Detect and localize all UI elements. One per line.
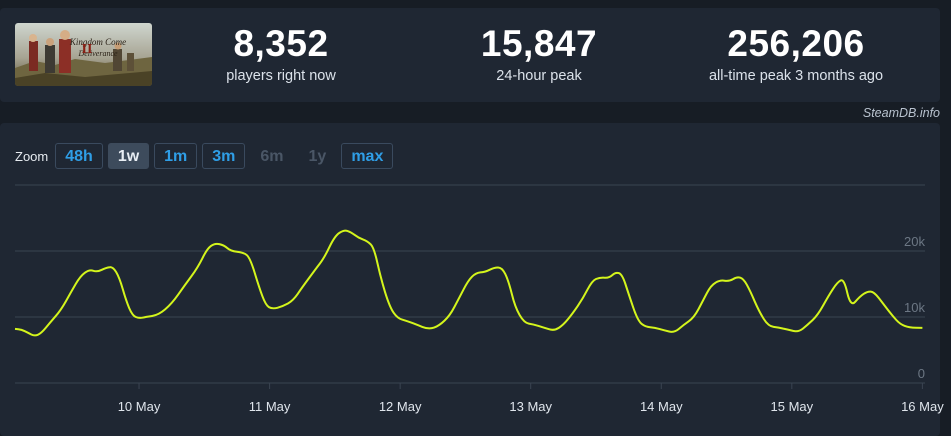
zoom-48h-button[interactable]: 48h	[55, 143, 103, 169]
x-tick-label: 16 May	[901, 399, 944, 414]
zoom-max-button[interactable]: max	[341, 143, 394, 169]
zoom-controls: Zoom 48h 1w 1m 3m 6m 1y max	[15, 143, 398, 169]
series-line-players	[14, 229, 923, 337]
logo-text: Kingdom Come	[69, 37, 126, 47]
x-tick-label: 15 May	[771, 399, 814, 414]
svg-text:II: II	[82, 42, 93, 57]
current-players-stat: 8,352 players right now	[166, 23, 396, 85]
y-tick-label: 0	[918, 366, 925, 381]
svg-text:Deliverance: Deliverance	[77, 49, 118, 58]
x-tick-label: 12 May	[379, 399, 422, 414]
game-capsule-art: Kingdom Come Deliverance II	[15, 23, 152, 86]
x-tick-label: 13 May	[509, 399, 552, 414]
24h-peak-label: 24-hour peak	[496, 68, 582, 84]
zoom-1w-button[interactable]: 1w	[107, 143, 150, 169]
y-tick-label: 20k	[904, 234, 925, 249]
zoom-1y-button: 1y	[308, 148, 327, 165]
y-tick-label: 10k	[904, 300, 925, 315]
all-time-peak-label: all-time peak 3 months ago	[708, 68, 884, 84]
x-tick-label: 11 May	[249, 399, 291, 414]
zoom-1m-button[interactable]: 1m	[154, 143, 198, 169]
24h-peak-value: 15,847	[480, 23, 598, 64]
stats-bar: Kingdom Come Deliverance II 8,352 player…	[0, 8, 940, 102]
zoom-label: Zoom	[15, 148, 49, 164]
game-capsule-image[interactable]: Kingdom Come Deliverance II	[15, 23, 152, 86]
24h-peak-stat: 15,847 24-hour peak	[424, 23, 654, 85]
current-players-value: 8,352	[233, 23, 329, 64]
all-time-peak-value[interactable]: 256,206	[727, 23, 865, 64]
zoom-3m-button[interactable]: 3m	[202, 143, 246, 169]
all-time-peak-stat: 256,206 all-time peak 3 months ago	[681, 23, 911, 85]
x-tick-label: 10 May	[118, 399, 161, 414]
current-players-label: players right now	[226, 68, 336, 84]
zoom-6m-button: 6m	[260, 148, 284, 165]
steamdb-credit[interactable]: SteamDB.info	[862, 106, 940, 120]
x-tick-label: 14 May	[640, 399, 683, 414]
